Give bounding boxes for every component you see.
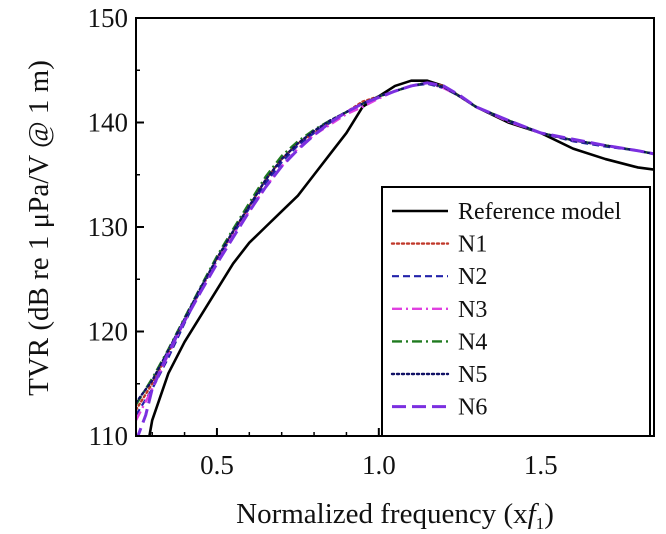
y-tick-label: 150 bbox=[88, 3, 129, 33]
series-line-n6 bbox=[136, 81, 654, 436]
y-tick-label: 140 bbox=[88, 108, 129, 138]
legend-label-reference-model: Reference model bbox=[458, 199, 622, 225]
y-tick-label: 120 bbox=[88, 317, 129, 347]
legend-label-n1: N1 bbox=[458, 232, 487, 258]
x-axis-title-main: Normalized frequency (x bbox=[236, 498, 528, 530]
x-tick-label: 1.5 bbox=[524, 450, 558, 480]
y-tick-label: 130 bbox=[88, 212, 129, 242]
y-axis: 110 120 130 140 150 bbox=[88, 3, 144, 451]
legend-label-n2: N2 bbox=[458, 264, 487, 290]
y-axis-title: TVR (dB re 1 μPa/V @ 1 m) bbox=[23, 60, 55, 396]
y-tick-label: 110 bbox=[89, 421, 129, 451]
legend-label-n3: N3 bbox=[458, 297, 487, 323]
legend-box bbox=[381, 186, 651, 437]
x-axis-title-subscript: 1 bbox=[536, 514, 545, 533]
legend: Reference model N1 N2 N3 N4 N5 N6 bbox=[381, 186, 651, 437]
x-tick-label: 1.0 bbox=[362, 450, 396, 480]
series-layer bbox=[136, 79, 654, 436]
legend-label-n4: N4 bbox=[458, 329, 487, 355]
x-tick-label: 0.5 bbox=[200, 450, 234, 480]
legend-label-n6: N6 bbox=[458, 395, 487, 421]
legend-items: Reference model N1 N2 N3 N4 N5 N6 bbox=[390, 199, 622, 421]
x-axis-title-close: ) bbox=[544, 498, 554, 530]
x-axis: 0.5 1.0 1.5 bbox=[151, 428, 639, 480]
x-axis-title: Normalized frequency (xf1) bbox=[236, 498, 554, 533]
legend-label-n5: N5 bbox=[458, 362, 487, 388]
